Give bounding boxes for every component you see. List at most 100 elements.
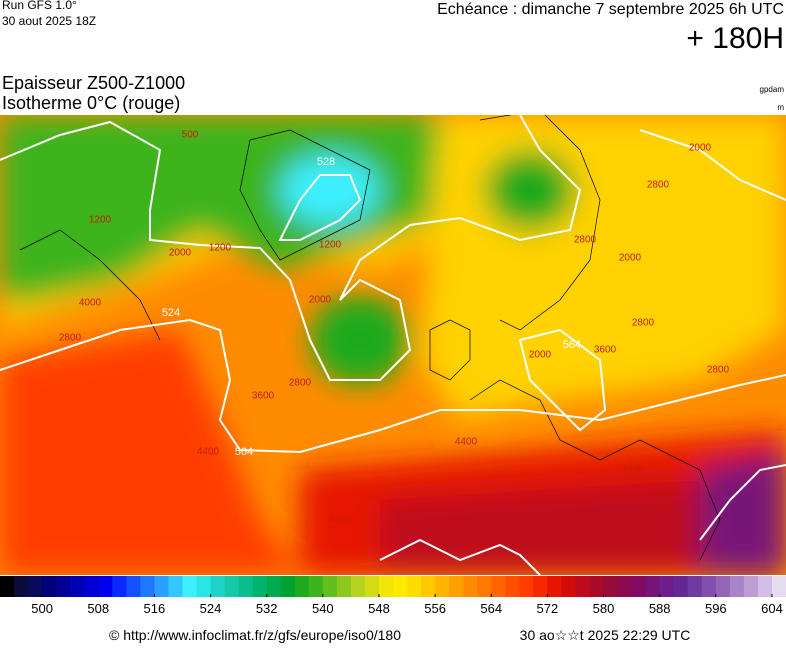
colorbar-swatch [673, 576, 689, 597]
colorbar-swatch [491, 576, 506, 597]
colorbar-swatch [701, 576, 717, 597]
run-label: Run GFS 1.0° [2, 0, 77, 12]
timestamp: 30 ao☆☆t 2025 22:29 UTC [520, 627, 691, 643]
colorbar-label: 516 [144, 601, 166, 616]
colorbar-swatch [14, 576, 29, 597]
colorbar-swatch [350, 576, 366, 597]
isotherm-label: 2000 [689, 143, 712, 154]
colorbar-label: 588 [649, 601, 671, 616]
colorbar-swatch [182, 576, 197, 597]
thickness-contours [0, 115, 786, 575]
colorbar-label: 596 [705, 601, 727, 616]
isotherm-label: 2000 [169, 248, 192, 259]
colorbar-swatch [322, 576, 338, 597]
colorbar-swatch [252, 576, 268, 597]
colorbar-label: 580 [593, 601, 615, 616]
source-url[interactable]: © http://www.infoclimat.fr/z/gfs/europe/… [109, 627, 401, 643]
colorbar-swatch [757, 576, 773, 597]
colorbar-swatch [378, 576, 394, 597]
coastlines [19, 115, 721, 561]
thickness-label: 528 [317, 156, 335, 168]
colorbar-swatch [505, 576, 520, 597]
colorbar-swatch [364, 576, 380, 597]
title-isotherm: Isotherme 0°C (rouge) [2, 93, 180, 113]
thickness-label: 564 [563, 339, 581, 351]
colorbar-swatch [196, 576, 212, 597]
unit-thickness: gpdam [760, 85, 785, 94]
colorbar-swatch [659, 576, 675, 597]
colorbar-swatch [729, 576, 745, 597]
colorbar-swatch [154, 576, 169, 597]
colorbar-swatch [168, 576, 183, 597]
field-red [0, 330, 300, 575]
isotherm-label: 3600 [594, 345, 617, 356]
colorbar-swatch [421, 576, 436, 597]
thickness-field [0, 115, 786, 575]
colorbar-swatch [715, 576, 731, 597]
isotherm-label: 2800 [574, 235, 597, 246]
unit-isotherm: m [777, 103, 784, 112]
colorbar-swatch [238, 576, 254, 597]
colorbar-swatch [28, 576, 43, 597]
colorbar-swatch [743, 576, 759, 597]
title-thickness: Epaisseur Z500-Z1000 [2, 73, 185, 93]
colorbar-label: 556 [424, 601, 446, 616]
colorbar-swatch [449, 576, 464, 597]
field-green-low [310, 295, 410, 385]
isotherm-label: 1200 [89, 215, 112, 226]
colorbar-swatch [112, 576, 127, 597]
isotherm-label: 4400 [455, 437, 478, 448]
colorbar: 500 508 516 524 532 540 548 556 564 572 580 588 596 6… [0, 576, 786, 616]
isotherm-label: 4400 [197, 447, 220, 458]
colorbar-swatch [42, 576, 57, 597]
colorbar-swatch [519, 576, 534, 597]
colorbar-swatch [224, 576, 240, 597]
isotherm-label: 2800 [647, 180, 670, 191]
isotherm-label: 2000 [309, 295, 332, 306]
echeance: Echéance : dimanche 7 septembre 2025 6h … [437, 1, 784, 18]
colorbar-swatch [98, 576, 113, 597]
field-cyan [280, 155, 380, 225]
colorbar-swatch [547, 576, 562, 597]
isotherm-label: 2800 [632, 318, 655, 329]
colorbar-swatch [266, 576, 282, 597]
isotherm-label: 4000 [79, 298, 102, 309]
thickness-label: 564 [235, 446, 253, 458]
colorbar-label: 508 [87, 601, 109, 616]
lead-time: + 180H [686, 22, 784, 55]
isotherm-label: 2000 [619, 253, 642, 264]
colorbar-swatch [603, 576, 619, 597]
isotherm-label: 500 [182, 130, 199, 141]
field-darkred [380, 480, 700, 575]
colorbar-swatch [533, 576, 548, 597]
colorbar-swatch [393, 576, 408, 597]
colorbar-swatch [210, 576, 226, 597]
colorbar-swatch [645, 576, 661, 597]
colorbar-label: 572 [537, 601, 559, 616]
isotherm-label: 2800 [289, 378, 312, 389]
colorbar-swatch [308, 576, 324, 597]
colorbar-label: 532 [256, 601, 278, 616]
isotherm-label: 2000 [529, 350, 552, 361]
isotherm-label: 1200 [319, 240, 342, 251]
colorbar-label: 604 [761, 601, 783, 616]
colorbar-swatch [140, 576, 155, 597]
thickness-label: 524 [162, 307, 180, 319]
colorbar-swatch [294, 576, 310, 597]
colorbar-label: 548 [368, 601, 390, 616]
isotherm-label: 2800 [707, 365, 730, 376]
field-green-east [485, 150, 575, 230]
isotherm-label: 3600 [252, 391, 275, 402]
colorbar-swatch [477, 576, 492, 597]
colorbar-swatch [687, 576, 703, 597]
colorbar-swatch [771, 576, 786, 597]
colorbar-swatch [0, 576, 15, 597]
isotherm-label: 1200 [209, 243, 232, 254]
run-date: 30 aout 2025 18Z [2, 14, 96, 28]
isotherm-label: 2800 [59, 333, 82, 344]
isotherm-label: 4400 [622, 465, 645, 476]
colorbar-label: 524 [200, 601, 222, 616]
colorbar-label: 500 [31, 601, 53, 616]
colorbar-swatch [336, 576, 352, 597]
